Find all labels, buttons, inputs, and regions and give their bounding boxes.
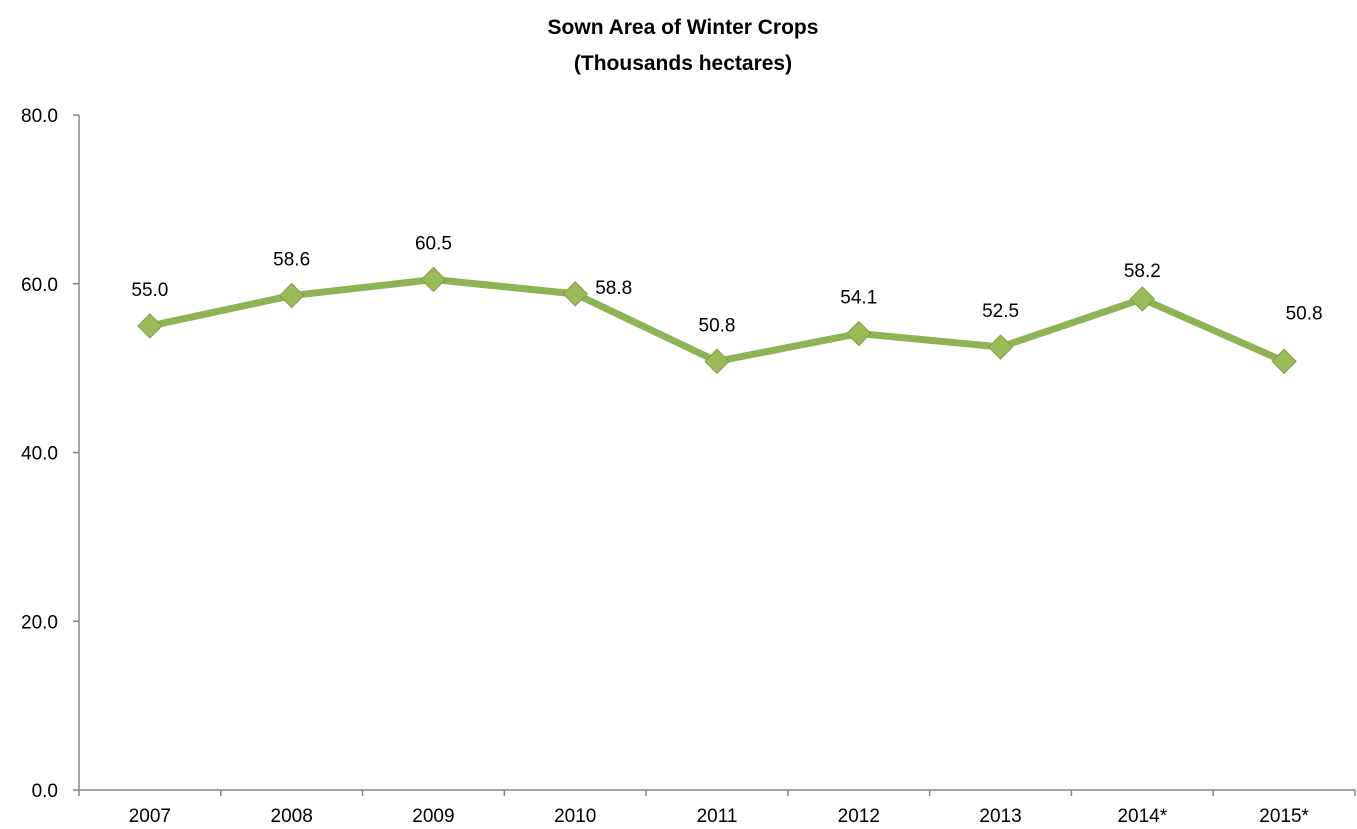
series-group xyxy=(137,266,1297,375)
x-tick-labels: 2007 2008 2009 2010 2011 2012 2013 2014* 2015* xyxy=(129,806,1310,827)
y-tick-label: 20.0 xyxy=(21,612,58,633)
chart-title-line-1: Sown Area of Winter Crops xyxy=(548,16,819,39)
x-tick-label: 2011 xyxy=(697,806,738,827)
data-label: 50.8 xyxy=(1286,303,1323,324)
data-label: 50.8 xyxy=(699,315,736,336)
chart-title-line-2: (Thousands hectares) xyxy=(574,52,792,75)
x-tick-label: 2014* xyxy=(1117,806,1167,827)
data-label: 58.8 xyxy=(595,278,632,299)
data-point-marker xyxy=(420,266,447,293)
data-label: 60.5 xyxy=(415,234,452,255)
data-point-marker xyxy=(1271,348,1297,375)
data-labels: 55.0 58.6 60.5 58.8 50.8 54.1 52.5 58.2 50.8 xyxy=(131,234,1322,337)
data-label: 58.6 xyxy=(273,250,310,271)
y-tick-label: 80.0 xyxy=(21,106,58,127)
y-tick-label: 0.0 xyxy=(32,781,58,802)
y-tick-label: 60.0 xyxy=(21,275,58,296)
x-tick-label: 2015* xyxy=(1259,806,1309,827)
y-tick-label: 40.0 xyxy=(21,444,58,465)
x-tick-label: 2013 xyxy=(979,806,1021,827)
data-point-marker xyxy=(278,282,305,309)
x-tick-label: 2009 xyxy=(412,806,454,827)
x-tick-label: 2007 xyxy=(129,806,171,827)
data-label: 55.0 xyxy=(131,280,168,301)
data-point-marker xyxy=(1129,286,1156,312)
x-tick-label: 2010 xyxy=(554,806,596,827)
data-point-marker xyxy=(987,334,1014,360)
data-label: 52.5 xyxy=(982,301,1019,322)
data-point-marker xyxy=(704,348,730,375)
x-tick-label: 2012 xyxy=(838,806,880,827)
chart-axes xyxy=(73,114,1356,796)
x-tick-label: 2008 xyxy=(271,806,313,827)
y-tick-labels: 0.0 20.0 40.0 60.0 80.0 xyxy=(21,106,58,802)
data-point-marker xyxy=(562,281,588,307)
data-label: 58.2 xyxy=(1124,261,1161,282)
data-point-marker xyxy=(846,320,872,347)
data-label: 54.1 xyxy=(840,288,877,309)
data-point-marker xyxy=(137,313,163,339)
